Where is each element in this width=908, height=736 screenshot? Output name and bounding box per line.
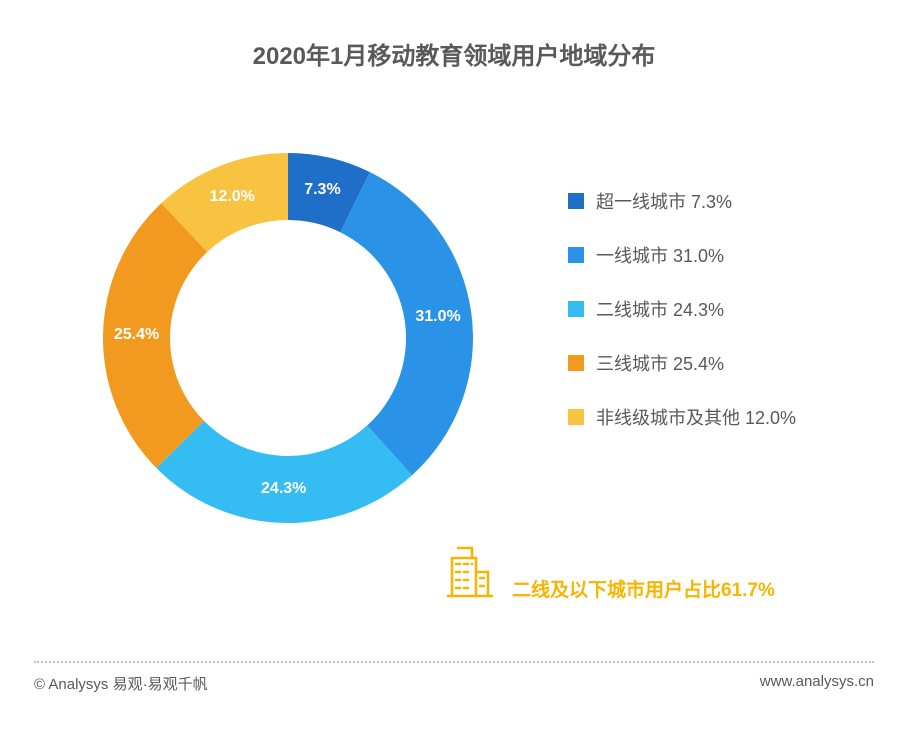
legend-item-1: 一线城市 31.0%: [568, 242, 868, 268]
legend-text: 一线城市 31.0%: [596, 242, 724, 268]
slice-label-tier3: 25.4%: [114, 326, 159, 344]
footer: © Analysys 易观·易观千帆 www.analysys.cn: [28, 661, 880, 694]
legend-item-0: 超一线城市 7.3%: [568, 188, 868, 214]
slice-label-super_tier1: 7.3%: [304, 181, 340, 199]
legend-text: 超一线城市 7.3%: [596, 188, 732, 214]
chart-frame: 2020年1月移动教育领域用户地域分布 7.3% 31.0% 24.3% 25.4% 1…: [28, 18, 880, 718]
legend-swatch: [568, 355, 584, 371]
slice-label-tier2: 24.3%: [261, 480, 306, 498]
legend-item-4: 非线级城市及其他 12.0%: [568, 404, 868, 430]
callout: 二线及以下城市用户占比61.7%: [438, 538, 775, 602]
footer-url: www.analysys.cn: [760, 673, 874, 694]
slice-label-other: 12.0%: [210, 188, 255, 206]
legend: 超一线城市 7.3% 一线城市 31.0% 二线城市 24.3% 三线城市 25.4%…: [568, 188, 868, 458]
legend-item-3: 三线城市 25.4%: [568, 350, 868, 376]
legend-swatch: [568, 409, 584, 425]
donut-chart: 7.3% 31.0% 24.3% 25.4% 12.0%: [88, 138, 488, 538]
legend-text: 非线级城市及其他 12.0%: [596, 404, 796, 430]
legend-swatch: [568, 193, 584, 209]
legend-swatch: [568, 301, 584, 317]
building-icon: [438, 538, 502, 602]
footer-divider: [34, 661, 874, 663]
chart-area: 7.3% 31.0% 24.3% 25.4% 12.0% 超一线城市 7.3% 一线城市 …: [28, 98, 880, 628]
legend-item-2: 二线城市 24.3%: [568, 296, 868, 322]
legend-text: 三线城市 25.4%: [596, 350, 724, 376]
callout-text: 二线及以下城市用户占比61.7%: [512, 575, 775, 602]
legend-text: 二线城市 24.3%: [596, 296, 724, 322]
legend-swatch: [568, 247, 584, 263]
footer-copyright: © Analysys 易观·易观千帆: [34, 673, 208, 694]
donut-slice-tier2: [156, 421, 412, 523]
chart-title: 2020年1月移动教育领域用户地域分布: [28, 18, 880, 71]
slice-label-tier1: 31.0%: [415, 308, 460, 326]
